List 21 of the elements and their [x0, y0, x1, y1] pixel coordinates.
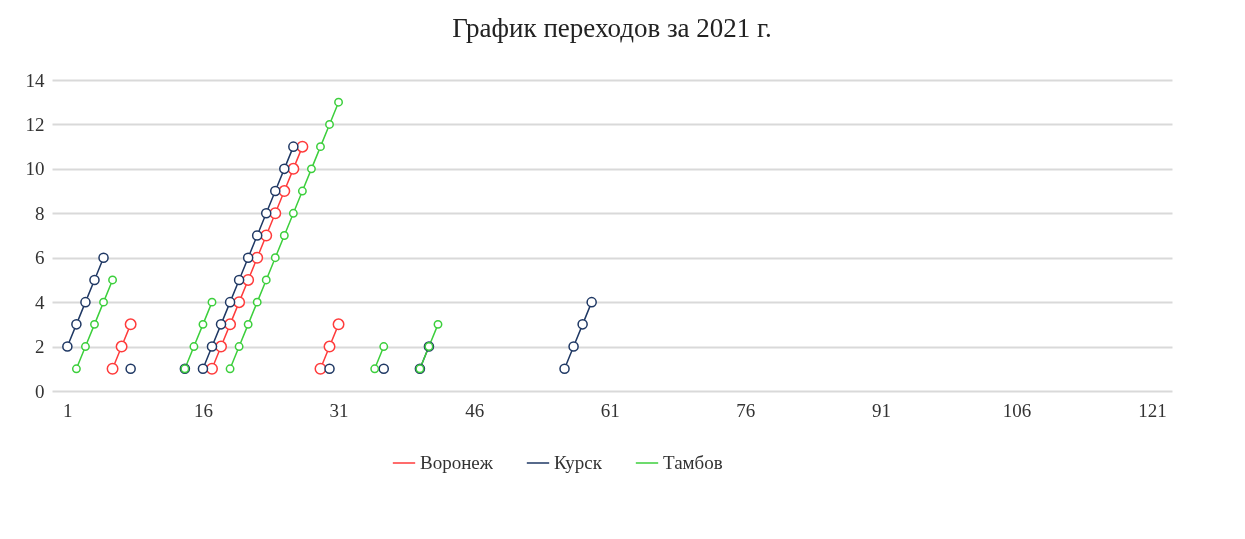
y-tick-label: 2	[35, 336, 45, 358]
legend-label: Воронеж	[420, 452, 494, 473]
x-tick-label: 31	[329, 399, 349, 421]
y-tick-label: 4	[35, 291, 45, 313]
x-tick-label: 76	[736, 399, 756, 421]
x-tick-label: 61	[600, 399, 620, 421]
x-tick-label: 106	[1002, 399, 1032, 421]
legend-label: Курск	[554, 452, 603, 473]
y-tick-label: 8	[35, 202, 45, 224]
y-tick-label: 12	[25, 113, 45, 135]
x-tick-label: 1	[63, 399, 73, 421]
x-tick-label: 91	[871, 399, 891, 421]
y-tick-label: 6	[35, 247, 45, 269]
y-tick-label: 14	[25, 69, 45, 91]
x-tick-label: 16	[193, 399, 213, 421]
y-tick-label: 10	[25, 158, 45, 180]
legend-label: Тамбов	[663, 452, 723, 473]
x-tick-label: 121	[1138, 399, 1167, 421]
chart-title: График переходов за 2021 г.	[452, 13, 772, 43]
y-tick-label: 0	[35, 380, 45, 402]
x-tick-label: 46	[465, 399, 485, 421]
